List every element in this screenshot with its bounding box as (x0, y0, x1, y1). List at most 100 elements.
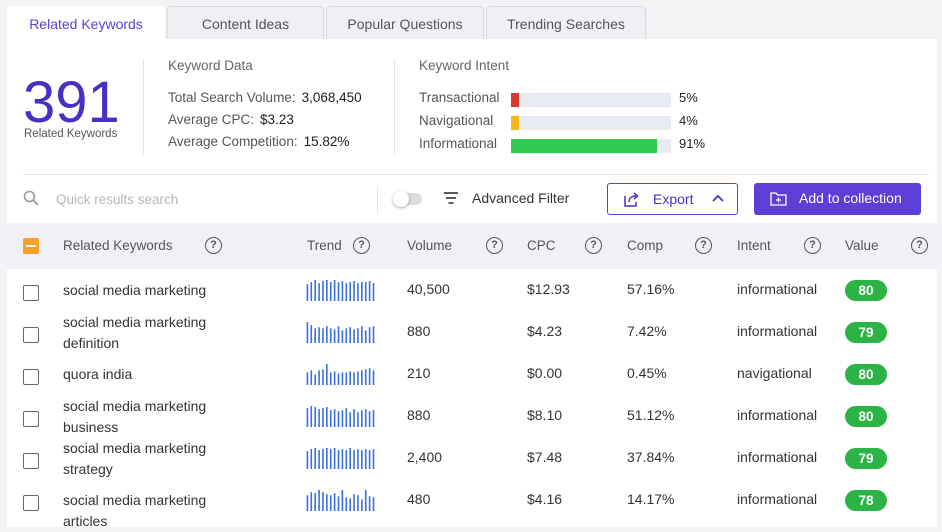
trend-bar (333, 280, 336, 301)
intent-cell: informational (737, 449, 818, 465)
help-icon[interactable]: ? (205, 237, 222, 254)
keyword-cell[interactable]: social media marketing articles (63, 492, 207, 529)
trend-bar (329, 282, 332, 301)
trend-bar (326, 280, 328, 301)
tab-trending-searches[interactable]: Trending Searches (486, 6, 646, 40)
filter-lines-icon[interactable] (443, 191, 459, 205)
export-button[interactable]: Export (607, 183, 738, 215)
trend-bar (337, 326, 340, 343)
row-checkbox[interactable] (23, 285, 39, 301)
row-checkbox[interactable] (23, 495, 39, 511)
trend-bar (372, 497, 375, 511)
keyword-cell[interactable]: social media marketing business (63, 398, 207, 435)
keyword-cell[interactable]: social media marketing (63, 282, 207, 298)
trend-bar (326, 407, 328, 427)
help-icon[interactable]: ? (804, 237, 821, 254)
trend-bar (306, 451, 309, 469)
tab-content-ideas[interactable]: Content Ideas (167, 6, 324, 40)
tab-popular-questions[interactable]: Popular Questions (326, 6, 484, 40)
table-row[interactable]: social media marketing articles 480 $4.16 1… (7, 480, 937, 529)
volume-cell: 880 (407, 323, 431, 339)
trend-bar (364, 330, 367, 343)
table-row[interactable]: social media marketing 40,500 $12.93 57.16%… (7, 270, 937, 312)
select-all-checkbox[interactable] (23, 238, 39, 254)
help-icon[interactable]: ? (353, 237, 370, 254)
help-icon[interactable]: ? (911, 237, 928, 254)
row-checkbox[interactable] (23, 453, 39, 469)
trend-bar (349, 327, 351, 343)
trend-bar (345, 372, 348, 385)
trend-bar (326, 326, 328, 343)
table-row[interactable]: social media marketing strategy 2,400 $7.4… (7, 438, 937, 480)
comp-cell: 0.45% (627, 365, 667, 381)
trend-bar (322, 369, 324, 385)
keyword-count-label: Related Keywords (24, 128, 118, 140)
comp-cell: 7.42% (627, 323, 667, 339)
trend-bar (345, 408, 348, 427)
trend-bar (372, 449, 375, 469)
table-row[interactable]: social media marketing definition 880 $4.2… (7, 312, 937, 354)
trend-bar (310, 325, 313, 343)
keyword-cell[interactable]: social media marketing definition (63, 314, 207, 351)
average-competition: Average Competition: 15.82% (168, 134, 349, 149)
help-icon[interactable]: ? (695, 237, 712, 254)
col-header-cpc[interactable]: CPC (527, 238, 556, 253)
help-icon[interactable]: ? (486, 237, 503, 254)
row-checkbox[interactable] (23, 369, 39, 385)
trend-bar (364, 409, 367, 427)
intent-value: 4% (679, 113, 698, 128)
advanced-filter-button[interactable]: Advanced Filter (472, 190, 570, 206)
table-row[interactable]: quora india 210 $0.00 0.45% navigational 80 (7, 354, 937, 396)
trend-bar (341, 330, 344, 343)
trend-bar (333, 409, 336, 427)
summary-divider (143, 59, 144, 155)
filter-toggle[interactable] (393, 191, 422, 207)
quick-search-input[interactable] (56, 187, 356, 211)
table-row[interactable]: social media marketing business 880 $8.10 5… (7, 396, 937, 438)
trend-bar (329, 372, 332, 385)
col-header-value[interactable]: Value (845, 238, 879, 253)
trend-sparkline (306, 364, 375, 385)
intent-divider (394, 59, 395, 155)
col-header-trend[interactable]: Trend (307, 238, 342, 253)
intent-label: Transactional (419, 90, 500, 105)
trend-bar (349, 448, 351, 469)
trend-bar (345, 497, 348, 511)
stat-value: 3,068,450 (301, 90, 362, 105)
col-header-keyword[interactable]: Related Keywords (63, 238, 173, 253)
trend-bar (306, 322, 309, 343)
trend-bar (361, 450, 363, 469)
trend-bar (368, 496, 371, 511)
trend-bar (329, 495, 332, 511)
intent-bar (511, 116, 671, 130)
keyword-cell[interactable]: social media marketing strategy (63, 440, 207, 477)
trend-bar (341, 490, 344, 511)
intent-cell: informational (737, 281, 818, 297)
trend-bar (326, 448, 328, 469)
row-checkbox[interactable] (23, 327, 39, 343)
add-to-collection-button[interactable]: Add to collection (754, 183, 921, 215)
keyword-data-title: Keyword Data (168, 58, 253, 73)
trend-bar (361, 326, 363, 343)
intent-cell: informational (737, 491, 818, 507)
col-header-intent[interactable]: Intent (737, 238, 771, 253)
help-icon[interactable]: ? (585, 237, 602, 254)
trend-bar (357, 495, 359, 511)
col-header-volume[interactable]: Volume (407, 238, 453, 253)
trend-bar (337, 496, 340, 511)
tab-bar: Related Keywords Content Ideas Popular Q… (7, 6, 648, 41)
trend-sparkline (306, 322, 375, 343)
row-checkbox[interactable] (23, 411, 39, 427)
trend-bar (368, 281, 371, 301)
trend-bar (310, 492, 313, 511)
cpc-cell: $4.23 (527, 323, 563, 339)
trend-bar (372, 283, 375, 301)
intent-label: Navigational (419, 113, 494, 128)
tab-related-keywords[interactable]: Related Keywords (7, 6, 165, 41)
keyword-cell[interactable]: quora india (63, 366, 133, 382)
col-header-comp[interactable]: Comp (627, 238, 664, 253)
trend-bar (372, 410, 375, 427)
trend-bar (314, 280, 316, 301)
trend-bar (357, 328, 359, 343)
trend-sparkline (306, 490, 375, 511)
